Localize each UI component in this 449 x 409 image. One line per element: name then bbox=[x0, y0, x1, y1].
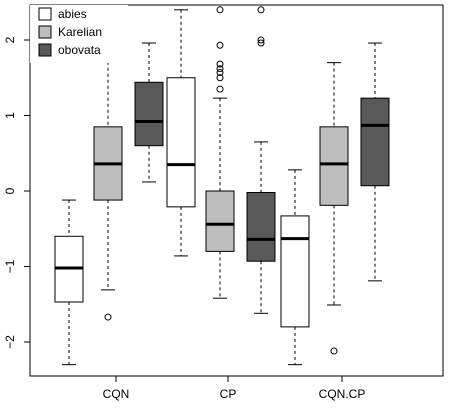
box-iqr bbox=[319, 126, 349, 206]
legend-swatch bbox=[38, 7, 52, 21]
box-Karelian-CQN bbox=[93, 37, 123, 321]
outlier-point bbox=[216, 68, 224, 76]
box-iqr bbox=[246, 192, 276, 262]
outlier-point bbox=[257, 6, 265, 14]
outlier-point bbox=[257, 39, 265, 47]
outlier-point bbox=[216, 6, 224, 14]
box-obovata-CQN bbox=[134, 42, 164, 183]
box-abies-CP bbox=[166, 9, 196, 257]
legend-swatch bbox=[38, 25, 52, 39]
y-tick-label: 1 bbox=[3, 112, 17, 119]
outlier-point bbox=[216, 65, 224, 73]
legend-label: obovata bbox=[58, 43, 101, 57]
outlier-point bbox=[216, 85, 224, 93]
legend: abies Karelian obovata bbox=[30, 5, 128, 63]
y-tick-label: 2 bbox=[3, 36, 17, 43]
legend-swatch bbox=[38, 43, 52, 57]
legend-item-Karelian: Karelian bbox=[38, 25, 102, 39]
outlier-point bbox=[104, 313, 112, 321]
legend-label: Karelian bbox=[58, 25, 102, 39]
box-abies-CQN bbox=[54, 199, 84, 366]
y-axis: −2 −1 0 1 2 bbox=[3, 36, 31, 349]
box-iqr bbox=[280, 215, 310, 328]
x-tick-label: CQN bbox=[103, 387, 130, 401]
x-tick-label: CQN.CP bbox=[319, 387, 366, 401]
box-iqr bbox=[205, 190, 235, 252]
outlier-point bbox=[257, 36, 265, 44]
outlier-point bbox=[216, 60, 224, 68]
y-tick-label: 0 bbox=[3, 187, 17, 194]
box-Karelian-CP bbox=[205, 6, 235, 299]
y-tick-label: −1 bbox=[3, 259, 17, 273]
box-iqr bbox=[360, 97, 390, 187]
outlier-point bbox=[216, 41, 224, 49]
outlier-point bbox=[330, 347, 338, 355]
legend-label: abies bbox=[58, 7, 87, 21]
box-Karelian-CQN.CP bbox=[319, 62, 349, 355]
box-abies-CQN.CP bbox=[280, 169, 310, 366]
box-iqr bbox=[166, 77, 196, 208]
outlier-point bbox=[216, 74, 224, 82]
box-obovata-CQN.CP bbox=[360, 42, 390, 282]
y-tick-label: −2 bbox=[3, 335, 17, 349]
box-obovata-CP bbox=[246, 6, 276, 314]
legend-item-obovata: obovata bbox=[38, 43, 101, 57]
x-axis: CQN CP CQN.CP bbox=[103, 375, 366, 401]
boxes bbox=[54, 6, 390, 366]
x-tick-label: CP bbox=[220, 387, 237, 401]
box-iqr bbox=[134, 81, 164, 147]
legend-item-abies: abies bbox=[38, 7, 87, 21]
